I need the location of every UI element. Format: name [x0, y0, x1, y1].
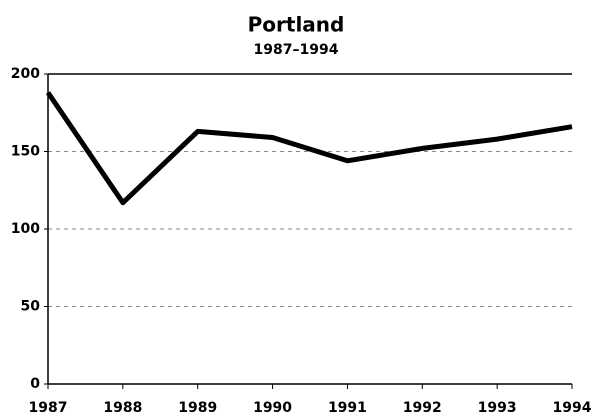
y-tick-label: 100 [11, 221, 40, 237]
y-tick-label: 50 [21, 299, 41, 315]
data-line [45, 91, 573, 206]
chart-subtitle: 1987–1994 [254, 42, 339, 58]
y-tick-label: 0 [30, 376, 40, 392]
x-tick-label: 1987 [29, 400, 68, 416]
y-tick-label: 200 [11, 66, 40, 82]
x-tick-label: 1990 [253, 400, 292, 416]
x-tick-label: 1988 [103, 400, 142, 416]
x-tick-label: 1992 [403, 400, 442, 416]
x-tick-label: 1994 [553, 400, 592, 416]
x-tick-label: 1993 [478, 400, 517, 416]
chart-title: Portland [248, 13, 345, 37]
x-tick-label: 1989 [178, 400, 217, 416]
x-tick-label: 1991 [328, 400, 367, 416]
y-tick-label: 150 [11, 144, 40, 160]
